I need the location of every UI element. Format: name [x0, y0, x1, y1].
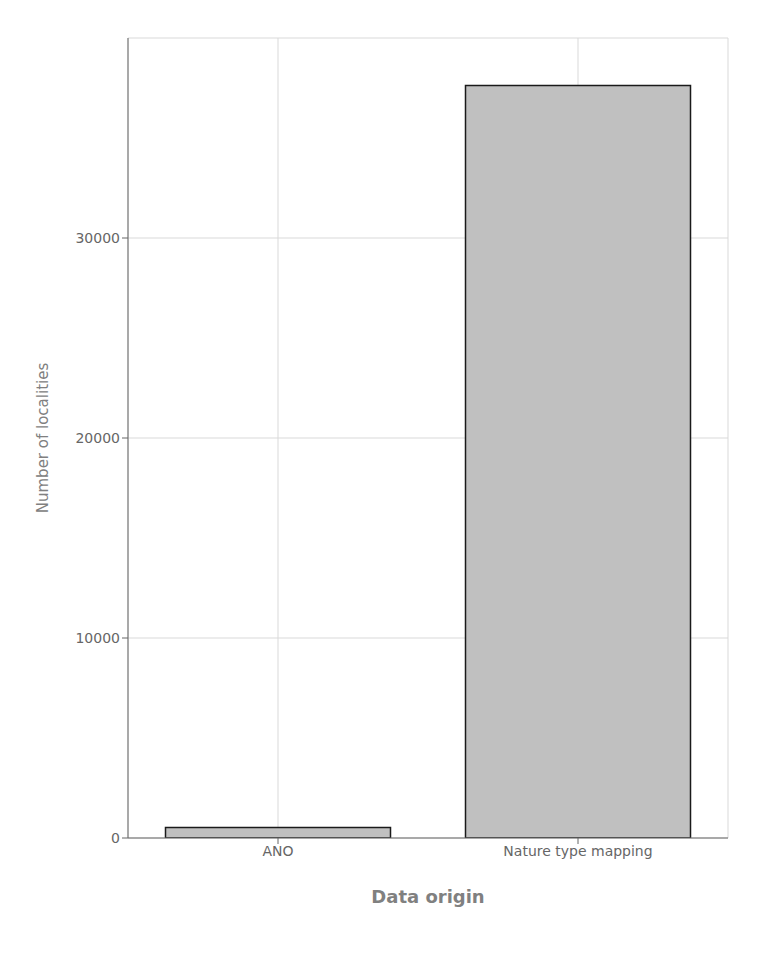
svg-text:ANO: ANO	[262, 843, 293, 859]
svg-text:Nature type mapping: Nature type mapping	[503, 843, 652, 859]
svg-text:10000: 10000	[75, 630, 120, 646]
svg-text:Number of localities: Number of localities	[34, 363, 52, 514]
svg-text:30000: 30000	[75, 230, 120, 246]
svg-text:Data origin: Data origin	[371, 886, 484, 907]
svg-text:0: 0	[111, 830, 120, 846]
svg-text:20000: 20000	[75, 430, 120, 446]
